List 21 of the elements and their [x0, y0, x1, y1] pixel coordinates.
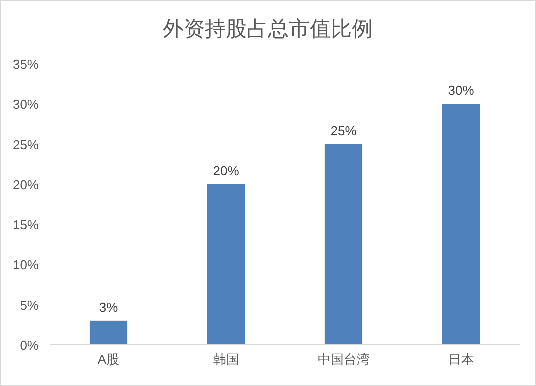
x-tick-label: 日本	[448, 352, 474, 367]
bar	[324, 144, 363, 345]
y-tick-label: 20%	[12, 177, 40, 192]
data-label: 25%	[330, 123, 358, 138]
x-tick-label: A股	[98, 352, 120, 367]
data-label: 3%	[99, 300, 119, 315]
bar	[90, 320, 128, 345]
y-tick-label: 5%	[20, 298, 40, 313]
y-tick-label: 15%	[12, 218, 40, 233]
y-tick-label: 10%	[12, 258, 40, 273]
data-label: 30%	[448, 83, 475, 98]
bar	[207, 184, 246, 345]
data-label: 20%	[213, 163, 240, 178]
y-tick-label: 30%	[12, 97, 40, 112]
chart-title: 外资持股占总市值比例	[163, 18, 373, 41]
x-tick-label: 韩国	[213, 352, 240, 367]
x-tick-label: 中国台湾	[318, 352, 370, 367]
y-tick-label: 0%	[20, 338, 40, 353]
bar	[442, 104, 480, 345]
y-tick-label: 35%	[12, 57, 40, 72]
y-tick-label: 25%	[12, 137, 40, 152]
